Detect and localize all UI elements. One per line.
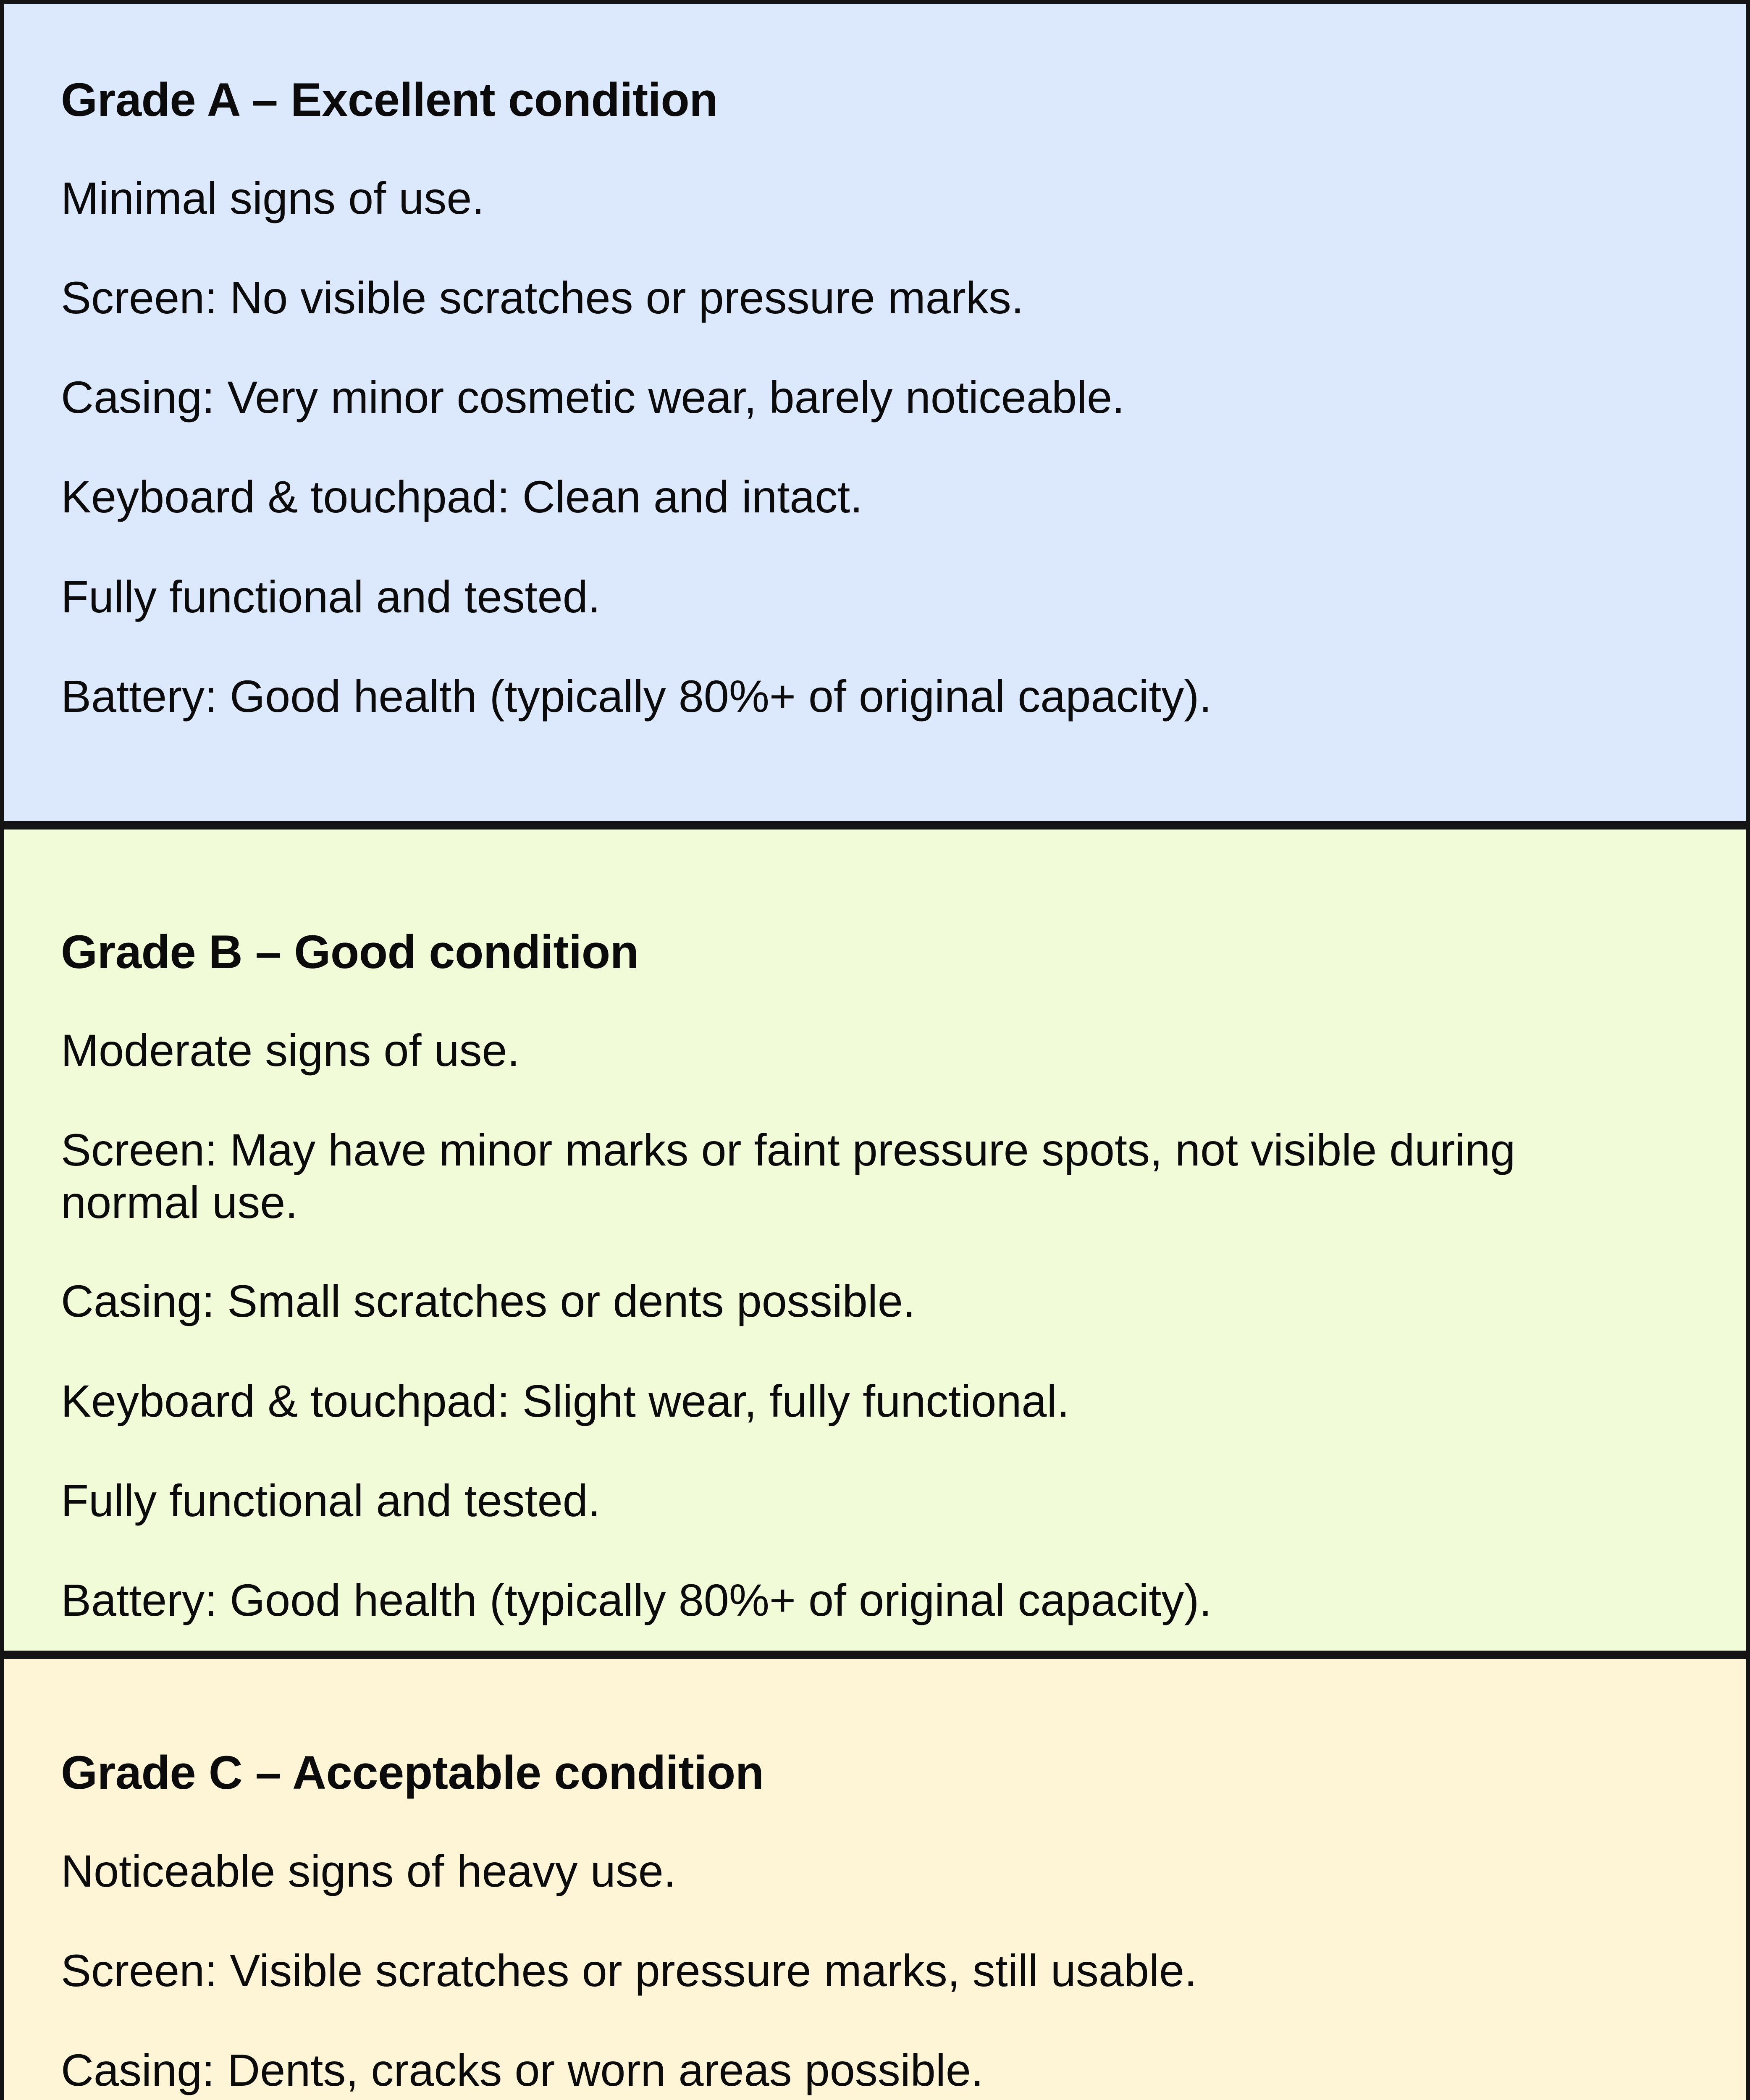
grade-a-line-screen: Screen: No visible scratches or pressure…: [61, 272, 1024, 323]
grade-a-line-use: Minimal signs of use.: [61, 172, 485, 223]
grade-a-line-battery: Battery: Good health (typically 80%+ of …: [61, 670, 1212, 722]
spacer: [61, 1527, 1695, 1574]
grade-panel-c: Grade C – Acceptable condition Noticeabl…: [4, 1651, 1746, 2100]
spacer: [61, 1427, 1695, 1474]
spacer: [61, 224, 1695, 271]
spacer: [61, 1228, 1695, 1275]
grade-c-line-screen: Screen: Visible scratches or pressure ma…: [61, 1945, 1197, 1996]
spacer: [61, 1798, 1695, 1845]
grade-a-content: Grade A – Excellent condition Minimal si…: [61, 4, 1695, 722]
grade-c-heading: Grade C – Acceptable condition: [61, 1746, 764, 1799]
spacer: [61, 1328, 1695, 1375]
grade-b-line-casing: Casing: Small scratches or dents possibl…: [61, 1276, 916, 1327]
grade-panel-a: Grade A – Excellent condition Minimal si…: [4, 4, 1746, 821]
spacer: [61, 2096, 1695, 2100]
spacer: [61, 523, 1695, 570]
grade-b-line-use: Moderate signs of use.: [61, 1024, 520, 1076]
spacer: [61, 324, 1695, 371]
grade-b-content: Grade B – Good condition Moderate signs …: [61, 830, 1695, 1626]
spacer: [61, 977, 1695, 1024]
grade-b-line-battery: Battery: Good health (typically 80%+ of …: [61, 1575, 1212, 1626]
spacer: [61, 125, 1695, 172]
grade-a-line-keyboard: Keyboard & touchpad: Clean and intact.: [61, 471, 863, 522]
spacer: [61, 423, 1695, 470]
grade-c-line-casing: Casing: Dents, cracks or worn areas poss…: [61, 2045, 984, 2096]
grade-a-line-casing: Casing: Very minor cosmetic wear, barely…: [61, 372, 1125, 423]
grade-panel-b: Grade B – Good condition Moderate signs …: [4, 821, 1746, 1651]
grade-a-heading: Grade A – Excellent condition: [61, 74, 718, 126]
spacer: [61, 623, 1695, 670]
spacer: [61, 1897, 1695, 1944]
grade-b-line-functional: Fully functional and tested.: [61, 1475, 601, 1526]
grade-b-heading: Grade B – Good condition: [61, 926, 639, 978]
grade-b-line-screen: Screen: May have minor marks or faint pr…: [61, 1124, 1516, 1228]
spacer: [61, 1997, 1695, 2044]
grade-a-line-functional: Fully functional and tested.: [61, 571, 601, 622]
spacer: [61, 1076, 1695, 1124]
grade-b-line-keyboard: Keyboard & touchpad: Slight wear, fully …: [61, 1375, 1070, 1426]
grade-c-content: Grade C – Acceptable condition Noticeabl…: [61, 1659, 1695, 2100]
grade-c-line-use: Noticeable signs of heavy use.: [61, 1845, 676, 1896]
